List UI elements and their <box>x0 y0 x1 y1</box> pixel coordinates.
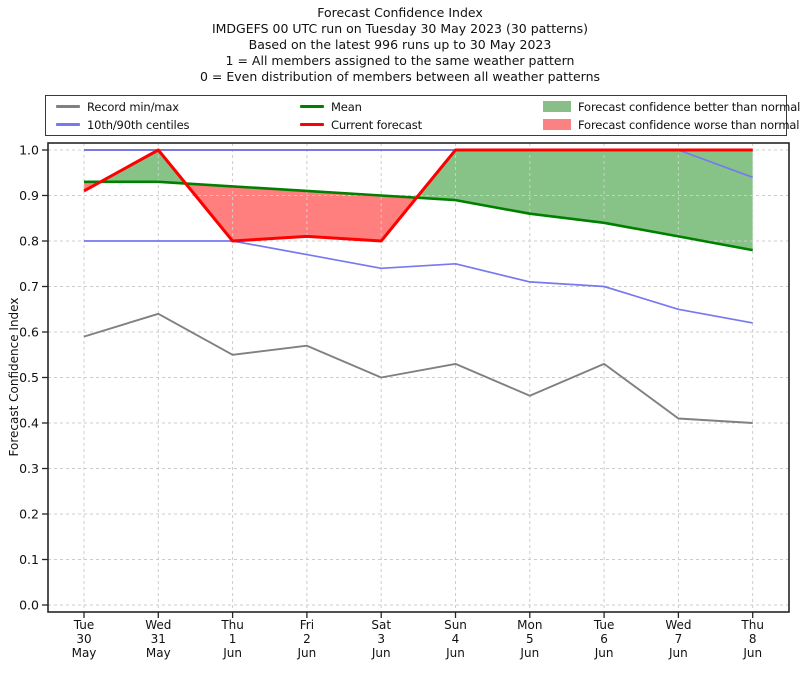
legend-label-confidence-better: Forecast confidence better than normal <box>578 99 800 114</box>
x-tick-label: Wed <box>665 618 691 632</box>
x-tick-label: 4 <box>452 632 460 646</box>
legend-item-confidence-worse: Forecast confidence worse than normal <box>543 118 800 132</box>
gridlines <box>48 143 789 612</box>
y-tick-label: 0.6 <box>19 325 39 340</box>
x-tick-label: 2 <box>303 632 311 646</box>
series-centile_10 <box>84 240 753 324</box>
y-tick-label: 0.7 <box>19 279 39 294</box>
fill-better-than-normal <box>100 150 753 251</box>
x-tick-label: Mon <box>517 618 542 632</box>
x-tick-label: Jun <box>371 646 391 660</box>
x-tick-label: Tue <box>73 618 95 632</box>
legend-label-mean: Mean <box>331 99 362 114</box>
scale-note-zero: 0 = Even distribution of members between… <box>199 69 601 84</box>
scale-note-one: 1 = All members assigned to the same wea… <box>225 53 575 68</box>
legend-item-confidence-better: Forecast confidence better than normal <box>543 100 800 114</box>
x-tick-label: Fri <box>300 618 314 632</box>
x-tick-label: Jun <box>594 646 614 660</box>
x-tick-label: 3 <box>377 632 385 646</box>
x-tick-label: 5 <box>526 632 534 646</box>
x-tick-label: Jun <box>445 646 465 660</box>
chart-title: Forecast Confidence Index <box>317 5 483 20</box>
x-tick-label: Jun <box>297 646 317 660</box>
legend-label-record-minmax: Record min/max <box>87 99 179 114</box>
x-tick-label: May <box>72 646 97 660</box>
y-tick-label: 0.5 <box>19 370 39 385</box>
x-tick-label: 7 <box>675 632 683 646</box>
current-forecast-line-swatch <box>300 123 324 126</box>
y-tick-label: 0.9 <box>19 188 39 203</box>
series-record_min <box>83 312 753 424</box>
x-tick-label: Jun <box>519 646 539 660</box>
x-tick-label: Jun <box>222 646 242 660</box>
y-tick-label: 0.1 <box>19 552 39 567</box>
x-tick-label: Jun <box>668 646 688 660</box>
centiles-line-swatch <box>56 123 80 126</box>
y-tick-label: 0.0 <box>19 598 39 613</box>
based-on-subtitle: Based on the latest 996 runs up to 30 Ma… <box>248 37 552 52</box>
x-tick-label: 8 <box>749 632 757 646</box>
record-minmax-line-swatch <box>56 105 80 108</box>
better-fill-swatch <box>543 101 571 112</box>
legend-label-centiles: 10th/90th centiles <box>87 117 190 132</box>
x-tick-label: Thu <box>740 618 764 632</box>
x-tick-label: 6 <box>600 632 608 646</box>
chart-legend: Record min/max Mean Forecast confidence … <box>45 95 800 136</box>
mean-line-swatch <box>300 105 324 108</box>
chart-title-block: Forecast Confidence Index IMDGEFS 00 UTC… <box>0 5 800 85</box>
run-subtitle: IMDGEFS 00 UTC run on Tuesday 30 May 202… <box>211 21 589 36</box>
legend-item-centiles: 10th/90th centiles <box>56 118 300 132</box>
legend-item-record-minmax: Record min/max <box>56 100 300 114</box>
x-tick-label: Thu <box>220 618 244 632</box>
x-tick-label: 30 <box>76 632 91 646</box>
worse-fill-swatch <box>543 119 571 130</box>
x-tick-label: Jun <box>742 646 762 660</box>
legend-label-current-forecast: Current forecast <box>331 117 422 132</box>
legend-item-current-forecast: Current forecast <box>300 118 543 132</box>
x-tick-label: Sat <box>371 618 391 632</box>
axis-ticks <box>42 149 754 618</box>
y-tick-label: 0.8 <box>19 234 39 249</box>
legend-item-mean: Mean <box>300 100 543 114</box>
y-tick-label: 0.4 <box>19 416 39 431</box>
y-tick-label: 0.2 <box>19 507 39 522</box>
x-tick-label: Wed <box>145 618 171 632</box>
x-tick-label: 31 <box>151 632 166 646</box>
series-current <box>83 148 753 243</box>
x-tick-label: May <box>146 646 171 660</box>
x-tick-label: 1 <box>229 632 237 646</box>
y-tick-label: 1.0 <box>19 143 39 158</box>
fill-worse-than-normal <box>84 181 417 241</box>
y-tick-label: 0.3 <box>19 461 39 476</box>
x-tick-label: Tue <box>593 618 615 632</box>
legend-label-confidence-worse: Forecast confidence worse than normal <box>578 117 800 132</box>
x-tick-label: Sun <box>444 618 467 632</box>
